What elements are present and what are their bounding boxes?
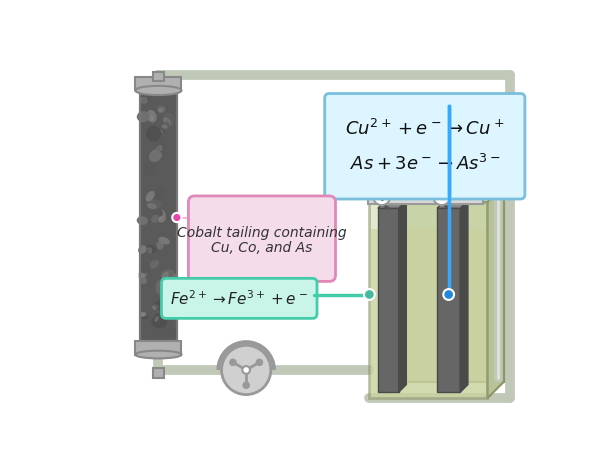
Ellipse shape xyxy=(152,137,155,140)
Ellipse shape xyxy=(150,150,162,161)
Polygon shape xyxy=(371,229,486,397)
Ellipse shape xyxy=(147,200,160,209)
Circle shape xyxy=(256,359,263,365)
Ellipse shape xyxy=(161,130,163,133)
Ellipse shape xyxy=(148,248,152,253)
Polygon shape xyxy=(386,185,504,381)
Circle shape xyxy=(443,289,454,300)
Text: +: + xyxy=(375,189,388,204)
Ellipse shape xyxy=(157,241,163,249)
Ellipse shape xyxy=(156,210,165,222)
Polygon shape xyxy=(399,200,407,392)
Ellipse shape xyxy=(140,98,147,103)
Circle shape xyxy=(230,359,236,365)
Circle shape xyxy=(433,188,450,205)
Ellipse shape xyxy=(135,86,182,95)
Ellipse shape xyxy=(155,300,165,309)
Ellipse shape xyxy=(163,118,170,125)
Ellipse shape xyxy=(156,142,166,152)
Ellipse shape xyxy=(159,108,163,112)
Ellipse shape xyxy=(163,272,168,279)
Ellipse shape xyxy=(147,115,153,120)
Ellipse shape xyxy=(152,316,167,328)
Text: Cu, Co, and As: Cu, Co, and As xyxy=(211,241,313,255)
Ellipse shape xyxy=(160,312,168,322)
Polygon shape xyxy=(437,200,468,208)
Ellipse shape xyxy=(159,238,169,244)
Ellipse shape xyxy=(168,273,178,286)
Text: Cobalt tailing containing: Cobalt tailing containing xyxy=(177,226,347,239)
Ellipse shape xyxy=(147,126,160,141)
Circle shape xyxy=(221,345,271,395)
Ellipse shape xyxy=(157,322,162,325)
Ellipse shape xyxy=(165,113,173,126)
Ellipse shape xyxy=(147,246,156,253)
Polygon shape xyxy=(460,200,468,392)
FancyBboxPatch shape xyxy=(188,196,336,281)
Ellipse shape xyxy=(152,305,158,309)
Text: $Fe^{2+} \rightarrow Fe^{3+} + e^-$: $Fe^{2+} \rightarrow Fe^{3+} + e^-$ xyxy=(171,289,308,308)
Ellipse shape xyxy=(161,129,164,133)
Ellipse shape xyxy=(142,314,148,318)
Bar xyxy=(368,191,483,204)
Ellipse shape xyxy=(150,260,158,268)
Bar xyxy=(140,91,177,341)
Ellipse shape xyxy=(163,123,169,129)
Circle shape xyxy=(373,188,390,205)
Bar xyxy=(135,77,182,91)
Polygon shape xyxy=(369,202,487,399)
Polygon shape xyxy=(437,208,460,392)
Ellipse shape xyxy=(155,314,160,322)
Text: $Cu^{2+} + e^- \rightarrow Cu^+$: $Cu^{2+} + e^- \rightarrow Cu^+$ xyxy=(345,119,504,139)
Ellipse shape xyxy=(152,138,153,140)
Circle shape xyxy=(242,366,250,374)
Text: $As + 3e^- \rightarrow As^{3-}$: $As + 3e^- \rightarrow As^{3-}$ xyxy=(350,153,500,173)
Polygon shape xyxy=(487,185,504,399)
Ellipse shape xyxy=(168,327,176,336)
Ellipse shape xyxy=(140,263,150,272)
Ellipse shape xyxy=(157,146,162,152)
Ellipse shape xyxy=(155,215,162,219)
Polygon shape xyxy=(378,208,399,392)
Circle shape xyxy=(364,289,375,300)
Ellipse shape xyxy=(148,111,156,122)
Ellipse shape xyxy=(142,313,143,316)
Ellipse shape xyxy=(139,270,147,279)
Ellipse shape xyxy=(161,270,173,279)
Ellipse shape xyxy=(139,273,145,277)
Ellipse shape xyxy=(146,192,154,201)
Ellipse shape xyxy=(152,215,158,222)
Polygon shape xyxy=(378,200,407,208)
Text: −: − xyxy=(435,189,448,204)
Ellipse shape xyxy=(155,187,165,199)
FancyBboxPatch shape xyxy=(324,93,525,199)
Ellipse shape xyxy=(142,279,146,284)
Ellipse shape xyxy=(163,125,167,128)
Ellipse shape xyxy=(135,351,182,359)
Ellipse shape xyxy=(155,317,158,321)
Ellipse shape xyxy=(151,206,162,216)
Bar xyxy=(153,368,164,378)
Ellipse shape xyxy=(153,306,156,309)
Bar xyxy=(153,72,164,81)
Bar xyxy=(140,91,177,341)
FancyBboxPatch shape xyxy=(162,279,317,319)
Polygon shape xyxy=(369,185,504,202)
Ellipse shape xyxy=(148,204,156,208)
Ellipse shape xyxy=(156,280,165,294)
Ellipse shape xyxy=(168,278,175,283)
Ellipse shape xyxy=(158,106,165,113)
Bar xyxy=(135,341,182,354)
Ellipse shape xyxy=(139,246,146,253)
Ellipse shape xyxy=(137,217,147,224)
Ellipse shape xyxy=(145,163,156,175)
Circle shape xyxy=(172,213,182,222)
Ellipse shape xyxy=(145,270,150,276)
Ellipse shape xyxy=(137,112,149,121)
Ellipse shape xyxy=(140,312,146,316)
Circle shape xyxy=(243,382,249,388)
Ellipse shape xyxy=(140,93,151,104)
